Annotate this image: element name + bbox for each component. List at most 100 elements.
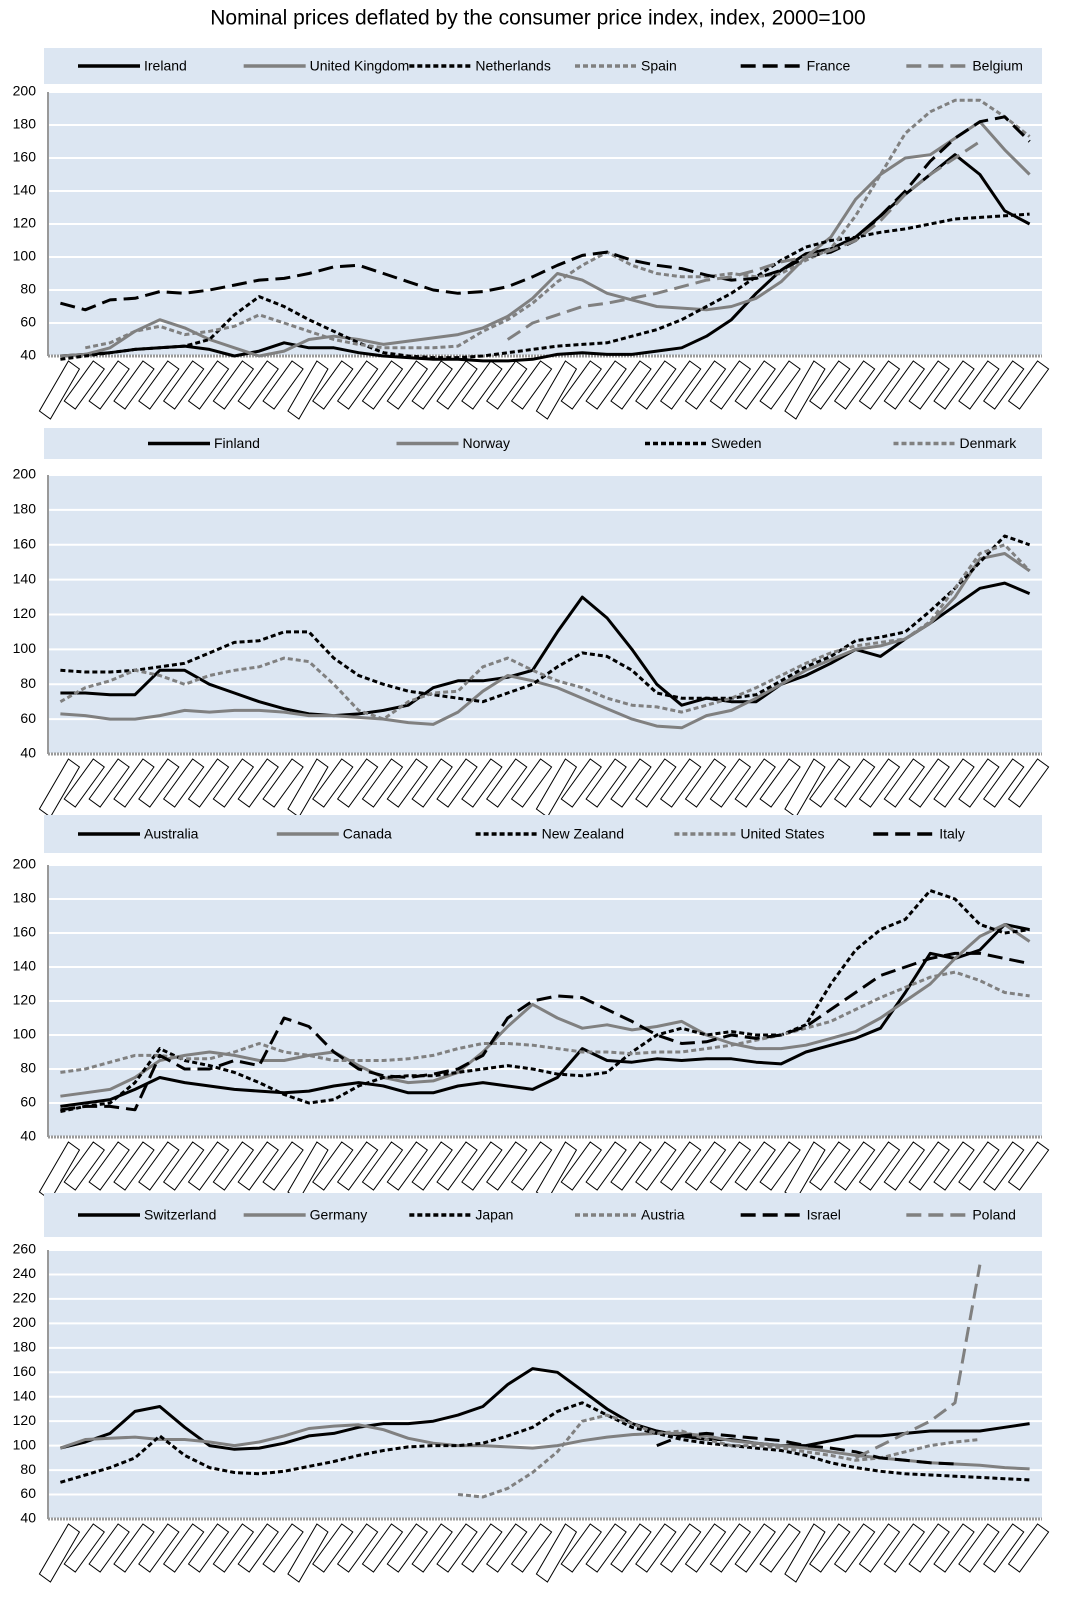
x-tick-label-box <box>436 360 478 410</box>
y-tick-label: 160 <box>13 149 37 165</box>
y-tick-label: 40 <box>20 1510 36 1526</box>
x-tick-label-box <box>361 758 404 808</box>
x-tick-label-box <box>411 360 453 410</box>
x-tick-label-box <box>958 1141 1000 1191</box>
legend-label: Poland <box>972 1207 1016 1223</box>
x-tick-label-box <box>734 1523 776 1573</box>
series-line <box>85 98 1031 350</box>
y-tick-label: 100 <box>13 248 37 264</box>
x-tick-label-box <box>436 1523 478 1573</box>
x-tick-label-box <box>510 1141 553 1191</box>
x-tick-label-box <box>162 1523 205 1573</box>
x-tick-label-box <box>684 1523 727 1573</box>
x-tick-label-box <box>833 1523 876 1573</box>
x-tick-label-box <box>883 1523 926 1573</box>
legend-label: Denmark <box>960 435 1018 451</box>
x-tick-label-box <box>386 758 429 808</box>
x-tick-label-box <box>38 1523 81 1583</box>
x-tick-label-box <box>933 758 975 808</box>
x-tick-label-box <box>386 1523 429 1573</box>
x-tick-label-box <box>237 758 279 808</box>
x-tick-label-box <box>585 360 627 410</box>
x-tick-label-box <box>833 1141 876 1191</box>
series-line <box>59 1401 1030 1484</box>
x-tick-label-box <box>38 360 81 420</box>
y-tick-label: 180 <box>13 116 37 132</box>
legend-background <box>44 1193 1042 1237</box>
x-tick-label-box <box>63 758 105 808</box>
legend-label: Australia <box>144 826 199 842</box>
y-tick-label: 100 <box>13 640 37 656</box>
legend-label: Japan <box>475 1207 513 1223</box>
x-tick-label-box <box>88 360 130 410</box>
y-tick-label: 260 <box>13 1241 37 1257</box>
x-tick-label-box <box>461 1523 503 1573</box>
x-tick-label-box <box>486 360 528 410</box>
series-line <box>60 951 1030 1112</box>
x-tick-label-box <box>162 1141 205 1191</box>
x-tick-label-box <box>809 1141 851 1191</box>
y-tick-label: 120 <box>13 605 37 621</box>
x-tick-label-box <box>510 758 553 808</box>
x-tick-label-box <box>461 1141 503 1191</box>
y-tick-label: 180 <box>13 890 37 906</box>
legend-label: Finland <box>214 435 260 451</box>
x-tick-label-box <box>759 360 801 410</box>
x-tick-label-box <box>1007 360 1050 410</box>
x-tick-label-box <box>858 1141 901 1191</box>
x-tick-label-box <box>759 758 801 808</box>
x-tick-label-box <box>635 1141 677 1191</box>
y-tick-label: 200 <box>13 83 37 99</box>
x-tick-label-box <box>212 758 255 808</box>
x-tick-label-box <box>560 1141 602 1191</box>
x-tick-label-box <box>486 758 528 808</box>
x-tick-label-box <box>187 360 230 410</box>
y-tick-label: 60 <box>20 710 36 726</box>
x-tick-label-box <box>833 360 876 410</box>
x-tick-label-box <box>361 1141 404 1191</box>
x-tick-label-box <box>113 1523 155 1573</box>
y-tick-label: 80 <box>20 281 36 297</box>
legend-label: New Zealand <box>542 826 625 842</box>
x-tick-label-box <box>659 360 702 410</box>
x-tick-label-box <box>983 1523 1025 1573</box>
x-tick-label-box <box>933 1523 975 1573</box>
series-line <box>60 1367 1030 1451</box>
x-tick-label-box <box>759 1523 801 1573</box>
legend-label: France <box>807 58 851 74</box>
x-tick-label-box <box>560 360 602 410</box>
x-tick-label-box <box>709 360 752 410</box>
x-tick-label-box <box>933 360 975 410</box>
x-tick-label-box <box>858 360 901 410</box>
x-tick-label-box <box>312 1523 354 1573</box>
y-tick-label: 200 <box>13 466 37 482</box>
x-tick-label-box <box>809 360 851 410</box>
x-tick-label-box <box>684 758 727 808</box>
legend-label: United Kingdom <box>310 58 410 74</box>
series-line <box>60 552 1031 730</box>
x-tick-label-box <box>510 360 553 410</box>
x-tick-label-box <box>709 758 752 808</box>
x-tick-label-box <box>635 758 677 808</box>
y-tick-label: 60 <box>20 1094 36 1110</box>
y-tick-label: 120 <box>13 992 37 1008</box>
x-tick-label-box <box>535 360 578 420</box>
x-tick-label-box <box>486 1523 528 1573</box>
y-tick-label: 180 <box>13 501 37 517</box>
x-tick-label-box <box>436 758 478 808</box>
x-tick-label-box <box>759 1141 801 1191</box>
series-line <box>60 120 1031 358</box>
x-tick-label-box <box>88 758 130 808</box>
legend-background <box>44 48 1042 84</box>
x-tick-label-box <box>312 1141 354 1191</box>
x-tick-label-box <box>187 758 230 808</box>
x-tick-label-box <box>287 360 329 420</box>
x-tick-label-box <box>63 1141 105 1191</box>
x-tick-label-box <box>809 758 851 808</box>
x-tick-label-box <box>983 1141 1025 1191</box>
x-tick-label-box <box>237 1523 279 1573</box>
y-tick-label: 140 <box>13 182 37 198</box>
x-tick-label-box <box>336 1523 379 1573</box>
